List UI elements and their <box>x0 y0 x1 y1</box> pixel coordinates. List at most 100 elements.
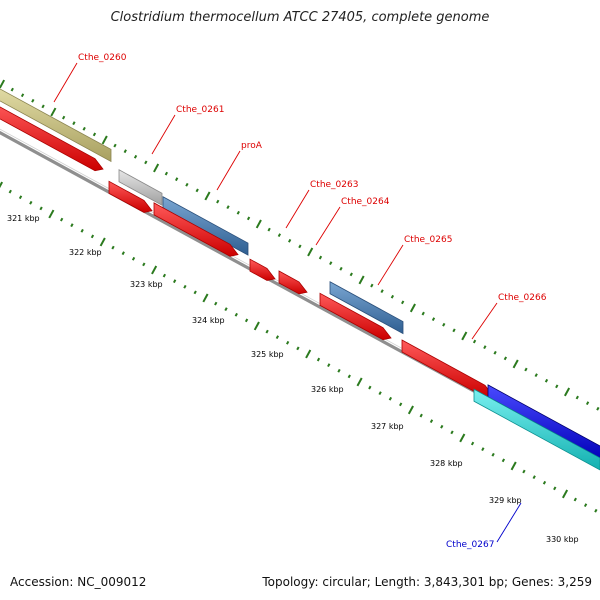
callout-line <box>216 150 241 191</box>
inner-tick <box>18 195 23 200</box>
outer-tick <box>226 205 230 210</box>
tick-label: 326 kbp <box>311 385 344 394</box>
inner-tick <box>429 419 434 424</box>
outer-tick <box>185 182 189 187</box>
outer-tick <box>277 233 282 238</box>
outer-tick <box>442 322 446 327</box>
outer-tick <box>123 149 127 154</box>
outer-tick <box>358 275 365 285</box>
gene-cthe-0267 <box>487 384 600 459</box>
inner-tick <box>450 430 454 435</box>
inner-tick <box>583 503 588 508</box>
callout-line <box>471 302 498 340</box>
outer-tick <box>113 143 117 148</box>
inner-tick <box>510 461 517 471</box>
outer-tick <box>153 163 160 173</box>
inner-tick <box>440 424 444 429</box>
outer-tick <box>431 317 436 322</box>
outer-tick <box>82 126 86 131</box>
gene-cthe-0261-cds <box>108 180 153 213</box>
gene-label: Cthe_0265 <box>404 235 452 245</box>
gene-cthe-0265-cds <box>319 292 392 341</box>
gene-label: Cthe_0261 <box>176 105 224 115</box>
inner-tick <box>562 489 569 499</box>
callout-line <box>151 114 176 155</box>
outer-tick <box>50 107 57 117</box>
gene-proa <box>162 196 249 256</box>
inner-tick <box>305 349 312 359</box>
outer-tick <box>390 294 395 299</box>
outer-tick <box>472 339 477 344</box>
callout-line <box>377 244 404 286</box>
inner-tick <box>0 181 4 189</box>
inner-tick <box>202 293 209 303</box>
inner-tick <box>162 273 167 278</box>
outer-tick <box>175 177 179 182</box>
callout-line <box>53 62 78 103</box>
outer-tick <box>534 373 538 378</box>
inner-tick <box>501 458 506 463</box>
inner-tick <box>419 413 423 418</box>
inner-tick <box>8 189 12 194</box>
tick-label: 325 kbp <box>251 350 284 359</box>
gene-cthe-0260 <box>0 88 112 163</box>
gene-cthe-0261 <box>118 169 163 206</box>
outer-tick <box>288 238 292 243</box>
outer-tick <box>246 216 251 221</box>
outer-tick <box>307 247 314 257</box>
tick-label: 322 kbp <box>69 248 102 257</box>
outer-tick <box>216 199 220 204</box>
inner-tick <box>151 265 158 275</box>
outer-tick <box>409 303 416 313</box>
inner-tick <box>48 209 55 219</box>
outer-tick <box>318 255 323 260</box>
inner-tick <box>111 245 115 250</box>
outer-tick <box>461 331 468 341</box>
inner-tick <box>337 368 341 373</box>
outer-tick <box>31 98 35 103</box>
inner-tick <box>388 396 393 401</box>
inner-tick <box>265 329 269 334</box>
outer-tick <box>421 311 425 316</box>
outer-tick <box>144 160 148 165</box>
inner-tick <box>470 441 475 446</box>
outer-tick <box>298 244 302 249</box>
inner-tick <box>173 279 177 284</box>
inner-tick <box>39 206 43 211</box>
callout-line <box>315 206 341 246</box>
outer-tick <box>503 356 508 361</box>
outer-tick <box>512 359 519 369</box>
inner-tick <box>214 301 218 306</box>
tick-label: 328 kbp <box>430 459 463 468</box>
inner-tick <box>378 391 382 396</box>
outer-tick <box>0 79 6 89</box>
inner-tick <box>193 290 197 295</box>
outer-tick <box>10 87 14 92</box>
inner-tick <box>481 447 485 452</box>
inner-tick <box>244 318 249 323</box>
inner-tick <box>121 251 125 256</box>
inner-tick <box>368 385 372 390</box>
inner-tick <box>573 497 577 502</box>
inner-tick <box>131 256 136 261</box>
inner-tick <box>142 262 146 267</box>
outer-tick <box>255 219 262 229</box>
outer-tick <box>41 104 45 109</box>
inner-tick <box>553 486 557 491</box>
topology-text: Topology: circular; Length: 3,843,301 bp… <box>262 575 592 589</box>
inner-tick <box>29 200 33 205</box>
accession-text: Accession: NC_009012 <box>10 575 147 589</box>
outer-tick <box>101 135 108 145</box>
inner-tick <box>99 237 106 247</box>
inner-tick <box>327 363 331 368</box>
inner-tick <box>542 480 547 485</box>
tick-label: 324 kbp <box>192 316 225 325</box>
gene-cthe-0263-cds <box>249 258 276 281</box>
inner-tick <box>296 346 300 351</box>
outer-tick <box>61 115 66 120</box>
inner-tick <box>532 475 536 480</box>
outer-tick <box>72 121 76 126</box>
inner-tick <box>459 433 466 443</box>
inner-tick <box>316 357 321 362</box>
